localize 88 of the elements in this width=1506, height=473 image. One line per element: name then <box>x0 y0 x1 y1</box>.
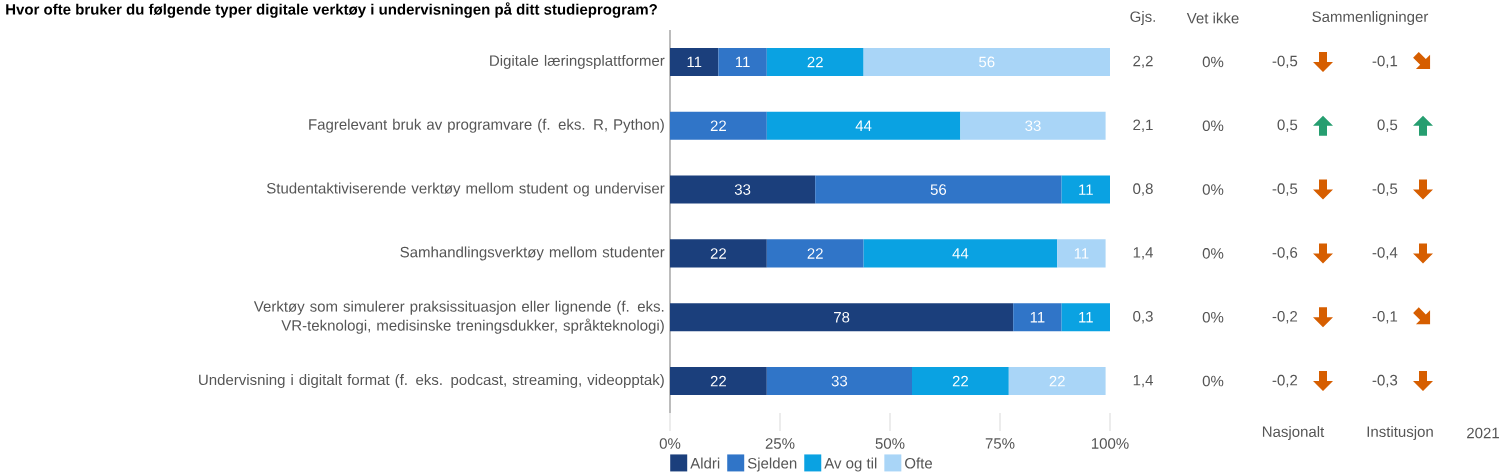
data-label: 11 <box>1074 248 1089 259</box>
text: -0,3 <box>1372 374 1398 388</box>
data-label: 11 <box>687 56 702 68</box>
data-label: 56 <box>930 184 947 195</box>
data-label: 11 <box>1030 312 1045 323</box>
bar <box>1008 367 1106 396</box>
bar <box>863 239 1058 268</box>
text: 0% <box>1202 56 1224 68</box>
text: 1,4 <box>1133 374 1153 388</box>
text: Gjs. <box>1130 11 1155 25</box>
text: -0,5 <box>1372 183 1398 196</box>
text: -0,2 <box>1272 374 1298 388</box>
text: 0% <box>1202 375 1224 387</box>
text: 0% <box>1202 184 1224 195</box>
data-label: 22 <box>807 248 823 259</box>
data-label: 11 <box>1079 184 1093 195</box>
text: 0% <box>1202 248 1224 259</box>
bar <box>766 239 864 268</box>
data-label: 11 <box>735 56 750 68</box>
y-tick-label: Samhandlingsverktøy mellom studenter <box>400 246 665 261</box>
text: -0,5 <box>1272 183 1298 196</box>
data-label: 11 <box>1079 312 1093 323</box>
text: Vet ikke <box>1186 12 1239 24</box>
y-tick-label: Undervisning i digitalt format (f. eks. podcast, streaming, videopptak) <box>199 374 664 389</box>
bar <box>670 175 816 204</box>
data-label: 22 <box>710 120 726 131</box>
bar <box>960 111 1106 140</box>
y-tick-label: Verktøy som simulerer praksissituasjon eller lignende (f. eks. VR-teknologi, medisinske treningsdukker, språkteknologi) <box>253 300 664 334</box>
bar <box>766 47 864 76</box>
text: -0,1 <box>1372 311 1398 324</box>
bar <box>1061 303 1110 332</box>
data-label: 78 <box>834 311 850 323</box>
text: 0,5 <box>1277 119 1298 132</box>
text: 1,4 <box>1133 247 1153 260</box>
text: 0,3 <box>1133 311 1153 324</box>
text: -0,6 <box>1272 247 1298 260</box>
x-tick-label: 0% <box>659 438 681 449</box>
x-tick-label: 25% <box>765 438 795 449</box>
text: -0,5 <box>1272 55 1298 69</box>
text: -0,2 <box>1272 311 1298 324</box>
text: Sammenligninger <box>1312 11 1429 25</box>
text: 2,2 <box>1133 55 1153 69</box>
bar <box>1057 239 1106 268</box>
x-tick-label: 100% <box>1091 438 1129 449</box>
x-tick-label: 50% <box>875 438 905 449</box>
bar <box>815 175 1062 204</box>
data-label: 22 <box>710 375 726 387</box>
data-label: 22 <box>710 248 726 259</box>
text: 0% <box>1202 120 1224 132</box>
bar <box>670 47 719 76</box>
text: 2,1 <box>1133 119 1153 132</box>
legend-label: Ofte <box>905 457 933 469</box>
bar <box>863 47 1110 76</box>
y-tick-label: Digitale læringsplattformer <box>490 54 665 69</box>
bar <box>670 367 767 396</box>
data-label: 44 <box>952 248 969 259</box>
data-label: 44 <box>855 120 872 131</box>
bar <box>1013 303 1062 332</box>
data-label: 33 <box>734 184 751 195</box>
bar <box>766 111 961 140</box>
bar <box>670 303 1014 332</box>
y-tick-label: Studentaktiviserende verktøy mellom student og underviser <box>266 182 665 197</box>
text: Institusjon <box>1367 425 1433 440</box>
text: 0,8 <box>1133 183 1153 196</box>
data-label: 22 <box>1049 375 1065 387</box>
data-label: 33 <box>1025 120 1041 132</box>
text: Nasjonalt <box>1262 425 1325 440</box>
x-tick-label: 75% <box>985 438 1015 449</box>
text: -0,1 <box>1372 55 1398 69</box>
bar <box>1061 175 1110 204</box>
y-tick-label: Fagrelevant bruk av programvare (f. eks. R, Python) <box>309 118 664 133</box>
text: 0% <box>1202 311 1224 323</box>
text: 0,5 <box>1377 119 1398 132</box>
legend-label: Aldri <box>690 457 720 469</box>
data-label: 22 <box>952 375 968 387</box>
text: Hvor ofte bruker du følgende typer digitale verktøy i undervisningen på ditt studieprogram? <box>6 2 657 18</box>
bar <box>912 367 1009 396</box>
data-label: 33 <box>831 375 848 387</box>
bar <box>670 239 767 268</box>
text: 2021 <box>1467 427 1499 439</box>
data-label: 22 <box>807 56 823 68</box>
legend-label: Sjelden <box>747 457 797 472</box>
legend-label: Av og til <box>824 457 877 472</box>
bar <box>718 47 767 76</box>
text: -0,4 <box>1372 247 1398 260</box>
data-label: 56 <box>979 56 995 68</box>
bar <box>670 111 767 140</box>
bar <box>766 367 912 396</box>
